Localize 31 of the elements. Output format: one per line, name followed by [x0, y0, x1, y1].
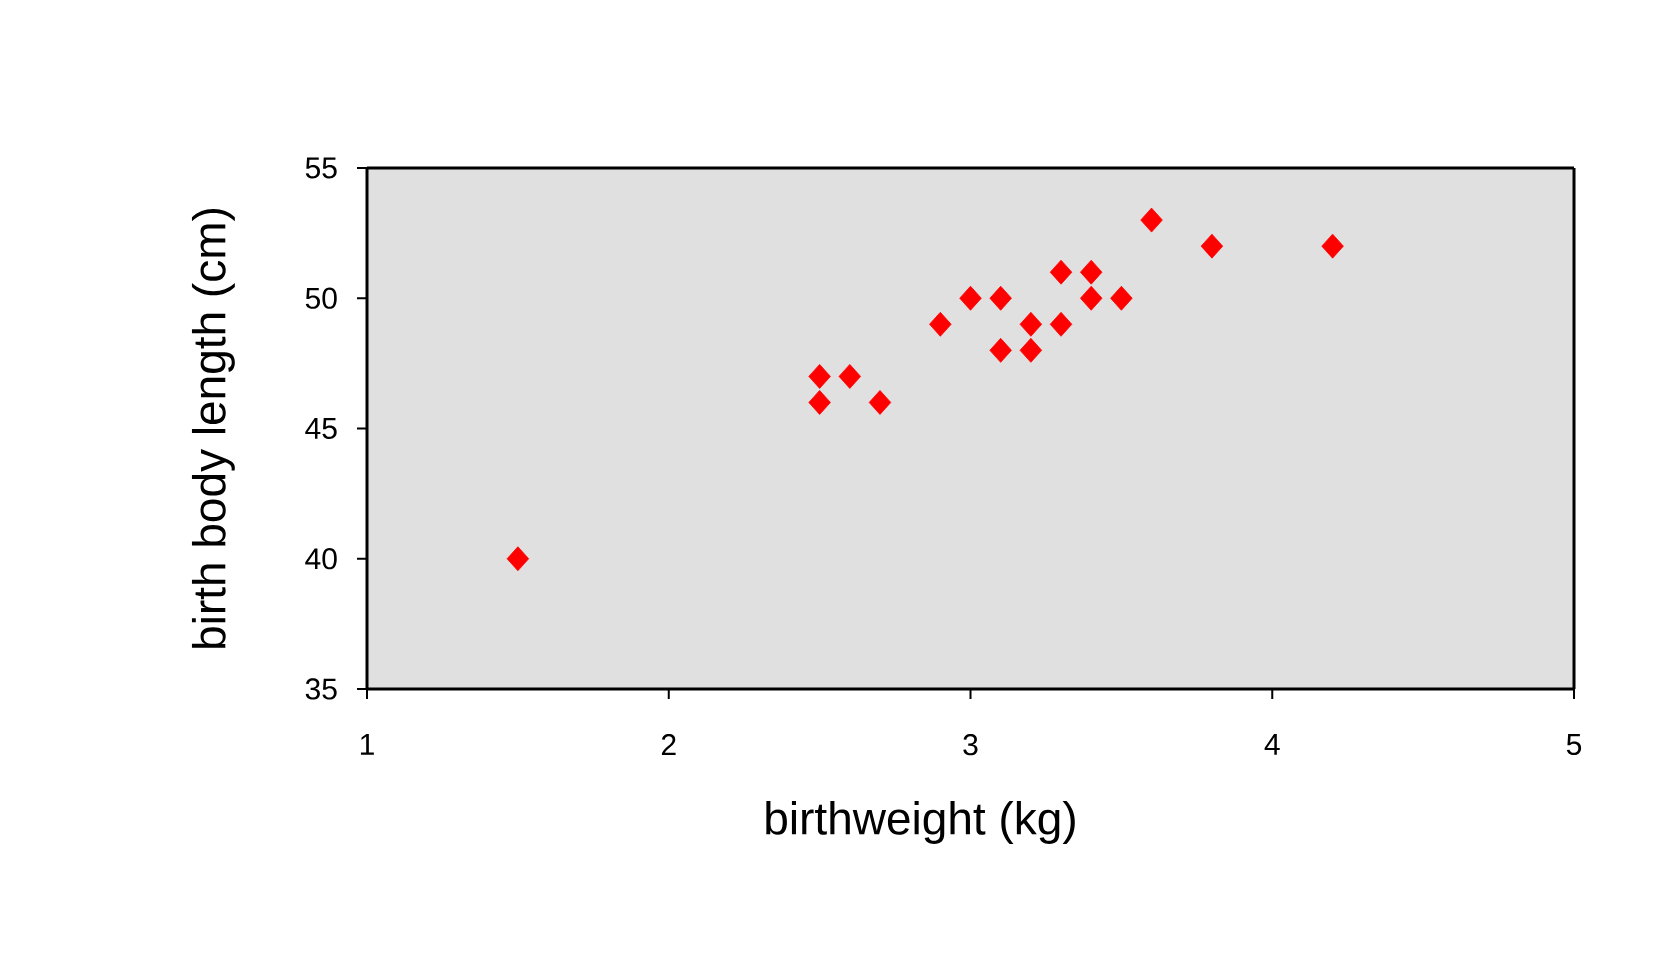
point [1140, 207, 1163, 233]
point [989, 337, 1012, 363]
x-axis-title: birthweight (kg) [766, 801, 1075, 844]
point [1110, 285, 1133, 311]
point [1321, 233, 1344, 259]
point [959, 285, 982, 311]
x-tick-label: 2 [661, 734, 676, 756]
point [506, 546, 530, 572]
x-tick-label: 1 [360, 734, 374, 755]
point [838, 364, 862, 389]
y-tick-label: 55 [305, 157, 337, 179]
point [1080, 259, 1103, 285]
point [1019, 337, 1043, 363]
point [868, 390, 892, 415]
point [1049, 259, 1073, 285]
y-tick-label: 35 [305, 678, 337, 700]
point [1080, 285, 1103, 311]
y-axis-title: birth body length (cm) [191, 208, 235, 648]
y-tick-label: 45 [305, 418, 337, 439]
point [989, 285, 1012, 311]
x-tick-label: 5 [1566, 734, 1582, 755]
point [1200, 233, 1224, 259]
x-tick-label: 4 [1264, 734, 1280, 755]
point [808, 390, 831, 415]
point [1049, 311, 1073, 337]
point [1019, 311, 1043, 337]
point [929, 311, 952, 337]
y-tick-label: 50 [305, 287, 337, 309]
y-tick-label: 40 [305, 548, 337, 570]
x-tick-label: 3 [963, 734, 978, 756]
point [808, 364, 831, 389]
